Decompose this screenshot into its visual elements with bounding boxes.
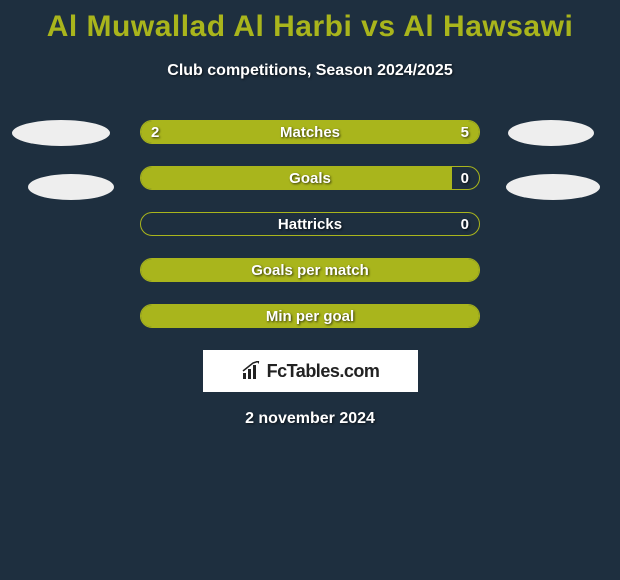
decorative-ellipse-2 [28,174,114,200]
bar-right [236,121,479,143]
decorative-ellipse-3 [506,174,600,200]
stat-right-value: 0 [461,213,469,235]
stat-row-goals: Goals0 [140,166,480,190]
stat-left-value: 2 [151,121,159,143]
bar-left [141,305,479,327]
branding-box: FcTables.com [203,350,418,392]
stat-row-min-per-goal: Min per goal [140,304,480,328]
bar-left [141,259,479,281]
stat-row-goals-per-match: Goals per match [140,258,480,282]
stat-right-value: 5 [461,121,469,143]
branding-text: FcTables.com [267,361,380,382]
page-title: Al Muwallad Al Harbi vs Al Hawsawi [0,0,620,44]
date-label: 2 november 2024 [0,410,620,428]
stat-right-value: 0 [461,167,469,189]
decorative-ellipse-0 [12,120,110,146]
stat-label: Hattricks [141,213,479,235]
chart-icon [241,361,263,381]
stat-row-hattricks: Hattricks0 [140,212,480,236]
page-subtitle: Club competitions, Season 2024/2025 [0,62,620,80]
decorative-ellipse-1 [508,120,594,146]
stat-row-matches: Matches25 [140,120,480,144]
comparison-chart: Matches25Goals0Hattricks0Goals per match… [0,120,620,328]
bar-left [141,167,452,189]
